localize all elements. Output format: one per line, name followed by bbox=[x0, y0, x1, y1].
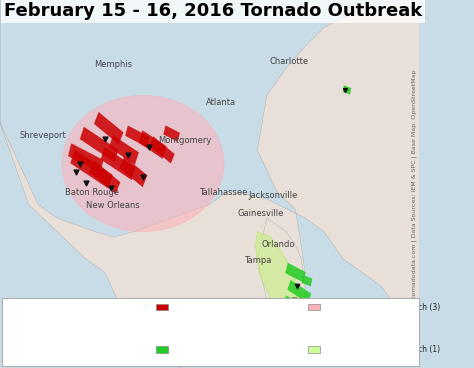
Text: Tallahassee: Tallahassee bbox=[199, 188, 247, 197]
Point bbox=[341, 87, 349, 93]
Polygon shape bbox=[283, 318, 301, 336]
Text: Miami: Miami bbox=[289, 315, 314, 324]
Polygon shape bbox=[94, 112, 123, 144]
Text: Orlando: Orlando bbox=[262, 240, 295, 249]
Text: February 15 - 16, 2016 Tornado Outbreak: February 15 - 16, 2016 Tornado Outbreak bbox=[4, 2, 422, 20]
Text: New Orleans: New Orleans bbox=[86, 201, 140, 210]
Text: Shreveport: Shreveport bbox=[19, 131, 66, 140]
Polygon shape bbox=[125, 125, 149, 147]
Polygon shape bbox=[163, 125, 180, 142]
Point bbox=[101, 136, 109, 142]
Polygon shape bbox=[257, 218, 305, 338]
Point bbox=[107, 185, 114, 191]
Text: February 16 Tornado Watch (1): February 16 Tornado Watch (1) bbox=[322, 345, 440, 354]
Point bbox=[295, 313, 303, 319]
Polygon shape bbox=[119, 156, 147, 187]
Polygon shape bbox=[255, 232, 305, 327]
Polygon shape bbox=[301, 275, 312, 286]
Point bbox=[145, 144, 153, 150]
Polygon shape bbox=[283, 296, 304, 315]
Text: Atlanta: Atlanta bbox=[206, 98, 237, 107]
Point bbox=[82, 180, 90, 185]
Text: Baton Rouge: Baton Rouge bbox=[65, 188, 119, 197]
Point bbox=[290, 297, 297, 303]
Polygon shape bbox=[68, 143, 103, 173]
Polygon shape bbox=[290, 310, 312, 328]
Polygon shape bbox=[0, 0, 419, 368]
Text: Tampa: Tampa bbox=[245, 256, 272, 265]
Text: Charlotte: Charlotte bbox=[269, 57, 309, 66]
Polygon shape bbox=[100, 147, 136, 180]
Point bbox=[76, 160, 84, 166]
Text: Gainesville: Gainesville bbox=[237, 209, 284, 219]
Polygon shape bbox=[138, 130, 167, 159]
Text: February 15 Tornado Warning (32): February 15 Tornado Warning (32) bbox=[171, 303, 301, 312]
Text: Memphis: Memphis bbox=[94, 60, 133, 68]
Polygon shape bbox=[89, 160, 120, 194]
Point bbox=[124, 152, 131, 158]
Text: The Bahamas: The Bahamas bbox=[334, 350, 391, 359]
Text: February 15 Tornado Report (29): February 15 Tornado Report (29) bbox=[20, 303, 145, 312]
Text: ▼: ▼ bbox=[9, 303, 16, 312]
Polygon shape bbox=[70, 149, 113, 188]
Polygon shape bbox=[285, 263, 306, 282]
Point bbox=[293, 283, 301, 289]
Text: Montgomery: Montgomery bbox=[158, 136, 211, 145]
Ellipse shape bbox=[62, 95, 224, 232]
Polygon shape bbox=[287, 280, 311, 304]
Point bbox=[139, 174, 147, 180]
Polygon shape bbox=[109, 135, 139, 165]
Text: February 16 Tornado Report (7): February 16 Tornado Report (7) bbox=[20, 345, 140, 354]
Point bbox=[286, 321, 293, 327]
Text: February 16 Tornado Warning (13): February 16 Tornado Warning (13) bbox=[171, 345, 301, 354]
Polygon shape bbox=[80, 127, 118, 162]
Point bbox=[73, 169, 80, 175]
Polygon shape bbox=[149, 137, 175, 163]
Text: ▼: ▼ bbox=[9, 345, 16, 354]
Text: tornadodata.com | Data Sources: IEM & SPC | Base Map: OpenStreetMap: tornadodata.com | Data Sources: IEM & SP… bbox=[412, 70, 417, 298]
Text: February 15 Tornado Watch (3): February 15 Tornado Watch (3) bbox=[322, 303, 440, 312]
Polygon shape bbox=[343, 85, 351, 95]
Text: Jacksonville: Jacksonville bbox=[249, 191, 298, 200]
